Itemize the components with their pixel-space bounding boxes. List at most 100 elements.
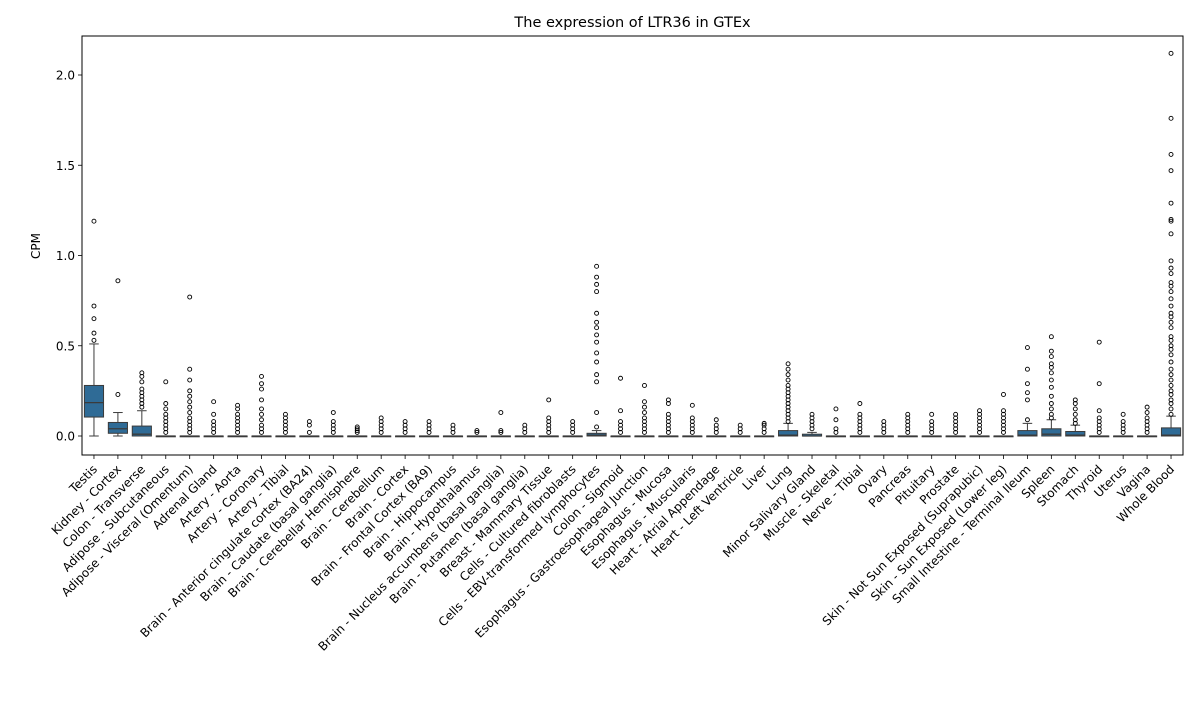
outlier-point [1168,216,1174,222]
outlier-point [594,379,600,385]
outlier-point [929,411,935,417]
outlier-point [163,411,169,417]
outlier-point [1048,393,1054,399]
outlier-point [91,337,97,343]
outlier-point [1168,406,1174,412]
outlier-point [1168,352,1174,358]
outlier-point [665,397,671,403]
outlier-point [833,406,839,412]
outlier-point [1168,310,1174,316]
outlier-point [594,339,600,345]
outlier-point [1024,345,1030,351]
outlier-point [1144,415,1150,421]
outlier-point [187,393,193,399]
outlier-point [1168,296,1174,302]
outlier-point [1072,417,1078,423]
outlier-point [594,310,600,316]
outlier-point [1168,258,1174,264]
outlier-point [426,419,432,425]
outlier-point [833,426,839,432]
outlier-point [259,422,264,428]
outlier-point [259,373,264,379]
chart-title: The expression of LTR36 in GTEx [513,15,751,31]
outlier-point [953,411,959,417]
outlier-point [1001,392,1006,397]
outlier-point [211,411,217,417]
outlier-point [1096,381,1102,387]
y-tick-label: 0.0 [56,430,75,444]
outlier-point [115,278,121,284]
outlier-point [1048,377,1054,383]
box [778,430,799,437]
outlier-point [1048,406,1054,412]
outlier-point [259,386,264,392]
outlier-point [91,316,97,322]
outlier-point [330,410,336,415]
outlier-point [1072,397,1078,403]
outlier-point [235,411,241,417]
outlier-point [594,281,600,287]
outlier-point [1048,411,1054,417]
outlier-point [163,406,169,412]
outlier-point [1168,168,1174,174]
outlier-point [1168,359,1174,365]
outlier-point [1168,115,1174,121]
outlier-point [1048,361,1054,367]
outlier-point [785,366,791,372]
outlier-point [139,370,145,376]
outlier-point [594,274,600,280]
outlier-point [1096,339,1102,345]
outlier-point [1168,411,1174,417]
outlier-point [1168,271,1174,276]
outlier-point [1048,348,1054,354]
outlier-point [1048,401,1054,406]
outlier-point [1168,397,1174,403]
outlier-point [259,417,264,423]
outlier-point [450,422,456,428]
outlier-point [1168,372,1174,378]
outlier-point [1024,366,1030,372]
outlier-point [139,386,145,392]
box [1017,430,1038,437]
outlier-point [689,415,695,421]
outlier-point [1168,303,1174,309]
outlier-point [809,411,815,417]
outlier-point [594,372,600,378]
outlier-point [1168,388,1174,394]
outlier-point [1024,397,1030,403]
outlier-point [187,415,193,421]
outlier-point [498,428,504,434]
outlier-point [1024,381,1030,387]
outlier-point [354,424,360,430]
outlier-point [91,303,97,309]
outlier-point [642,410,647,415]
outlier-point [905,411,911,417]
outlier-point [618,408,623,414]
outlier-point [139,379,145,385]
outlier-point [1168,319,1174,325]
outlier-point [163,401,169,406]
outlier-point [259,397,264,403]
outlier-point [306,429,312,435]
outlier-point [1096,408,1102,414]
outlier-point [1024,417,1030,423]
outlier-point [1001,408,1006,414]
outlier-point [1168,200,1174,206]
box [1041,428,1062,437]
box [107,421,128,434]
outlier-point [211,399,217,405]
outlier-point [618,419,623,425]
outlier-point [211,419,217,425]
outlier-point [546,397,552,403]
outlier-point [498,410,504,415]
outlier-point [785,361,791,367]
outlier-point [187,377,193,383]
outlier-point [642,415,647,421]
outlier-point [929,419,935,425]
outlier-point [259,381,264,387]
outlier-point [115,392,121,397]
outlier-point [1096,415,1102,421]
outlier-point [594,332,600,338]
outlier-point [235,402,241,408]
